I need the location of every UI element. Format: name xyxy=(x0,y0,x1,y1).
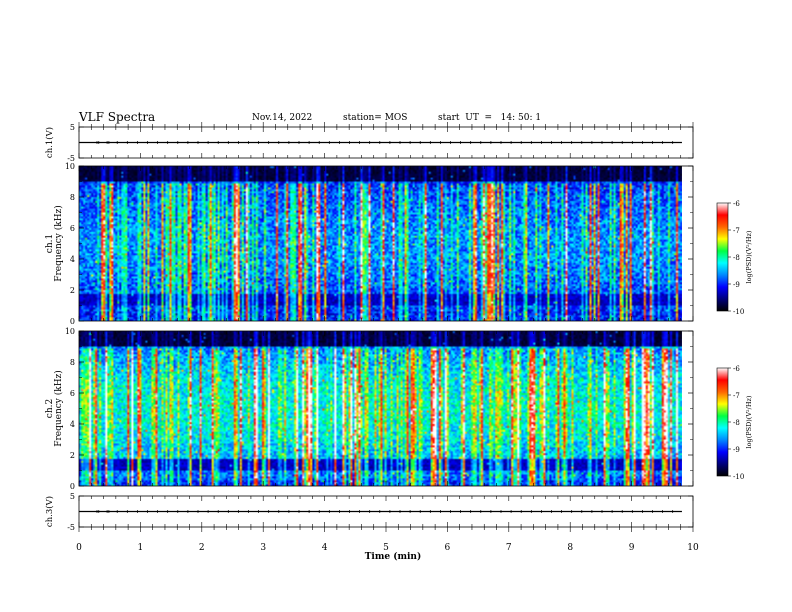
ch1-spectrogram-colorbar-tick-label: -7 xyxy=(733,227,740,235)
ch2-spectrogram-colorbar-tick-label: -7 xyxy=(733,392,740,400)
ch1-spectrogram-ytick-label: 2 xyxy=(70,286,75,295)
x-tick-label: 0 xyxy=(76,543,82,553)
ch2-spectrogram-ytick-label: 6 xyxy=(70,389,75,398)
ch1-spectrogram-image xyxy=(79,166,682,321)
ch2-spectrogram-ytick-label: 8 xyxy=(70,358,75,367)
figure-title: VLF Spectra xyxy=(79,110,156,124)
x-tick-label: 4 xyxy=(322,543,328,553)
ch2-spectrogram-colorbar-label: log(PSD)(V²/Hz) xyxy=(745,395,753,448)
ch1-spectrogram-ytick-label: 6 xyxy=(70,224,75,233)
ch3-waveform-axis-label: ch.3(V) xyxy=(44,496,55,527)
ch1-spectrogram-ytick-label: 4 xyxy=(70,255,75,264)
station-label: station= MOS xyxy=(343,113,408,123)
ch2-spectrogram-ytick-label: 2 xyxy=(70,451,75,460)
ch2-spectrogram-ytick-label: 10 xyxy=(65,327,75,336)
ch3-waveform-panel: ch.3(V) 5 -5 xyxy=(44,492,694,532)
ch2-spectrogram-colorbar-tick-label: -8 xyxy=(733,419,740,427)
ch2-spectrogram-colorbar xyxy=(716,367,729,477)
x-tick-label: 2 xyxy=(199,543,205,553)
date-label: Nov.14, 2022 xyxy=(252,113,313,123)
ch2-spectrogram-colorbar-tick-label: -6 xyxy=(733,365,740,373)
ch1-waveform-panel: ch.1(V) 5 -5 xyxy=(44,122,694,163)
start-time-label: start UT = 14: 50: 1 xyxy=(438,113,542,123)
ch1-spectrogram-colorbar-tick-label: -10 xyxy=(733,308,744,316)
ch1-spectrogram-channel-label: ch.1 xyxy=(45,234,55,253)
x-tick-label: 9 xyxy=(629,543,635,553)
ch1-spectrogram-colorbar xyxy=(716,202,729,312)
ch2-spectrogram-colorbar-tick-label: -10 xyxy=(733,473,744,481)
ch2-spectrogram-colorbar-tick-label: -9 xyxy=(733,446,740,454)
ch1-spectrogram-colorbar-label: log(PSD)(V²/Hz) xyxy=(745,230,753,283)
ch2-spectrogram-ytick-label: 4 xyxy=(70,420,75,429)
panels: ch.1(V) 5 -5 -6 -7 -8 -9 -10 log(PSD)(V²/Hz) ch.1… xyxy=(44,122,753,562)
ch3-waveform-ytick-label: 5 xyxy=(70,492,75,501)
ch1-spectrogram-colorbar-tick-label: -9 xyxy=(733,281,740,289)
x-tick-label: 3 xyxy=(260,543,266,553)
ch1-spectrogram-ytick-label: 8 xyxy=(70,193,75,202)
ch1-spectrogram-colorbar-tick-label: -6 xyxy=(733,200,740,208)
ch1-waveform-ytick-label: -5 xyxy=(67,154,75,163)
ch1-spectrogram-ytick-label: 10 xyxy=(65,162,75,171)
x-tick-label: 1 xyxy=(138,543,144,553)
x-axis: 0 1 2 3 4 5 6 7 8 9 10 Time (min) xyxy=(76,543,699,562)
ch1-spectrogram-frequency-label: Frequency (kHz) xyxy=(53,205,64,282)
ch2-spectrogram-ytick-label: 0 xyxy=(70,482,75,491)
ch1-waveform-axis-label: ch.1(V) xyxy=(44,127,55,158)
x-axis-title: Time (min) xyxy=(365,551,422,562)
ch2-spectrogram-channel-label: ch.2 xyxy=(45,399,55,418)
x-tick-label: 6 xyxy=(445,543,451,553)
x-tick-label: 8 xyxy=(567,543,573,553)
ch3-waveform-ytick-label: -5 xyxy=(67,523,75,532)
ch2-spectrogram-panel: -6 -7 -8 -9 -10 log(PSD)(V²/Hz) ch.2 Frequency … xyxy=(45,327,753,491)
ch2-spectrogram-frequency-label: Frequency (kHz) xyxy=(53,370,64,447)
ch2-spectrogram-image xyxy=(79,331,682,486)
x-tick-label: 10 xyxy=(687,543,699,553)
x-tick-label: 5 xyxy=(383,543,389,553)
ch1-spectrogram-panel: -6 -7 -8 -9 -10 log(PSD)(V²/Hz) ch.1 Frequency … xyxy=(45,162,753,326)
ch1-waveform-ytick-label: 5 xyxy=(70,123,75,132)
x-tick-label: 7 xyxy=(506,543,512,553)
ch1-spectrogram-colorbar-tick-label: -8 xyxy=(733,254,740,262)
ch1-spectrogram-ytick-label: 0 xyxy=(70,317,75,326)
